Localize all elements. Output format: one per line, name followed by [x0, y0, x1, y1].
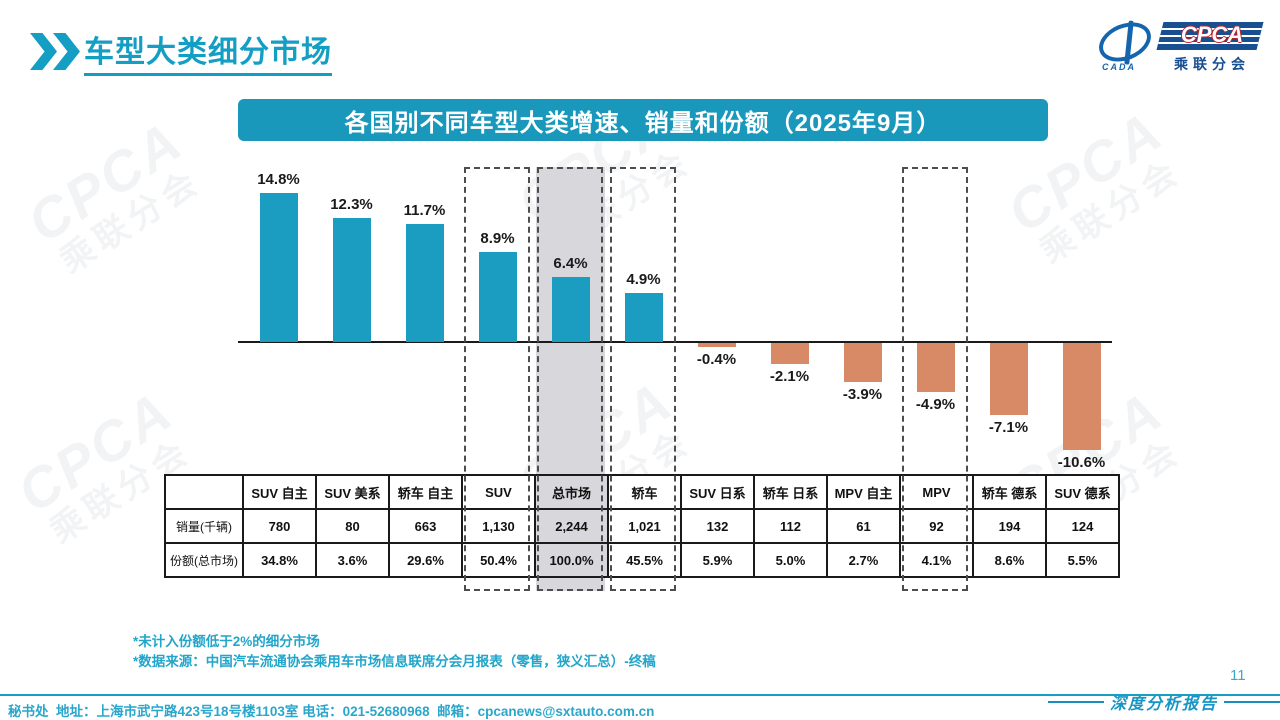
table-cell: 29.6% — [388, 542, 463, 578]
chevron-icon — [53, 33, 80, 70]
cpca-sub-text: 乘联分会 — [1174, 56, 1250, 72]
bar-value-label: -7.1% — [988, 419, 1029, 436]
footnote-1: *未计入份额低于2%的细分市场 — [133, 634, 320, 649]
table-cell: 80 — [315, 508, 390, 544]
report-tag-line-left — [1048, 701, 1104, 703]
bar-value-label: 14.8% — [257, 171, 300, 188]
column-header: 轿车 德系 — [972, 474, 1047, 510]
table-cell: 5.0% — [753, 542, 828, 578]
bar-value-label: -10.6% — [1057, 454, 1106, 471]
table-cell: 3.6% — [315, 542, 390, 578]
bar-value-label: 6.4% — [553, 255, 588, 272]
bar-SUV 德系 — [1062, 343, 1101, 450]
page-number: 11 — [1230, 667, 1246, 684]
column-header: 轿车 日系 — [753, 474, 828, 510]
table-cell: 61 — [826, 508, 901, 544]
bar-总市场 — [551, 277, 590, 342]
cpca-logo: CADA CPCA 乘联分会 — [1093, 15, 1264, 74]
table-row: 销量(千辆) 780 80 663 1,130 2,244 1,021 132 112 61 92 1… — [164, 508, 1120, 544]
column-header: SUV 德系 — [1045, 474, 1120, 510]
bar-SUV 美系 — [332, 218, 371, 342]
bar-MPV 自主 — [843, 343, 882, 382]
footnotes: *未计入份额低于2%的细分市场 *数据来源：中国汽车流通协会乘用车市场信息联席分… — [133, 632, 656, 672]
column-header: SUV 日系 — [680, 474, 755, 510]
bar-value-label: 11.7% — [403, 202, 446, 219]
bar-value-label: -3.9% — [842, 386, 883, 403]
column-header: MPV 自主 — [826, 474, 901, 510]
chart-title-bar: 各国别不同车型大类增速、销量和份额（2025年9月） — [238, 99, 1048, 141]
column-header: 总市场 — [534, 474, 609, 510]
table-cell: 663 — [388, 508, 463, 544]
data-table: SUV 自主 SUV 美系 轿车 自主 SUV 总市场 轿车 SUV 日系 轿车 日系 MPV … — [164, 474, 1120, 578]
table-cell: 45.5% — [607, 542, 682, 578]
report-tag: 深度分析报告 — [1048, 690, 1280, 714]
bar-value-label: -0.4% — [696, 351, 737, 368]
bar-value-label: 8.9% — [480, 230, 515, 247]
table-cell: 50.4% — [461, 542, 536, 578]
bar-轿车 德系 — [989, 343, 1028, 415]
row-label: 份额(总市场) — [164, 542, 244, 578]
footer-divider — [0, 694, 1280, 696]
chevron-icon — [30, 33, 57, 70]
bar-轿车 日系 — [770, 343, 809, 364]
column-header: 轿车 自主 — [388, 474, 463, 510]
page-title: 车型大类细分市场 — [84, 27, 332, 76]
header: 车型大类细分市场 — [30, 27, 332, 76]
table-cell: 780 — [242, 508, 317, 544]
bar-value-label: 12.3% — [330, 196, 373, 213]
table-row: 份额(总市场) 34.8% 3.6% 29.6% 50.4% 100.0% 45.5% 5.9… — [164, 542, 1120, 578]
column-header: SUV 美系 — [315, 474, 390, 510]
bar-SUV 日系 — [697, 343, 736, 347]
double-chevron-icon — [30, 33, 80, 70]
column-header: 轿车 — [607, 474, 682, 510]
bar-SUV — [478, 252, 517, 342]
report-tag-line-right — [1224, 701, 1280, 703]
table-cell: 1,021 — [607, 508, 682, 544]
table-cell: 1,130 — [461, 508, 536, 544]
table-header-row: SUV 自主 SUV 美系 轿车 自主 SUV 总市场 轿车 SUV 日系 轿车 日系 MPV … — [164, 474, 1120, 510]
table-cell: 5.9% — [680, 542, 755, 578]
table-corner-cell — [164, 474, 244, 510]
table-cell: 132 — [680, 508, 755, 544]
footnote-2: *数据来源：中国汽车流通协会乘用车市场信息联席分会月报表（零售，狭义汇总）-终稿 — [133, 654, 656, 669]
table-cell: 112 — [753, 508, 828, 544]
bar-value-label: -4.9% — [915, 396, 956, 413]
bar-轿车 — [624, 293, 663, 342]
table-cell: 2,244 — [534, 508, 609, 544]
table-cell: 2.7% — [826, 542, 901, 578]
cpca-wordmark: CPCA — [1180, 22, 1244, 47]
bar-MPV — [916, 343, 955, 392]
table-cell: 124 — [1045, 508, 1120, 544]
cada-text: CADA — [1102, 62, 1136, 72]
table-cell: 8.6% — [972, 542, 1047, 578]
cada-emblem-icon — [1093, 15, 1157, 69]
row-label: 销量(千辆) — [164, 508, 244, 544]
column-header: SUV 自主 — [242, 474, 317, 510]
table-cell: 100.0% — [534, 542, 609, 578]
table-cell: 194 — [972, 508, 1047, 544]
table-cell: 4.1% — [899, 542, 974, 578]
table-cell: 5.5% — [1045, 542, 1120, 578]
report-tag-label: 深度分析报告 — [1110, 696, 1219, 713]
column-header: MPV — [899, 474, 974, 510]
table-cell: 34.8% — [242, 542, 317, 578]
bar-value-label: 4.9% — [626, 271, 661, 288]
bar-SUV 自主 — [259, 193, 298, 342]
bar-轿车 自主 — [405, 224, 444, 342]
column-header: SUV — [461, 474, 536, 510]
chart-title: 各国别不同车型大类增速、销量和份额（2025年9月） — [344, 109, 942, 137]
bar-value-label: -2.1% — [769, 368, 810, 385]
table-cell: 92 — [899, 508, 974, 544]
footer-contact: 秘书处 地址：上海市武宁路423号18号楼1103室 电话：021-526809… — [8, 704, 655, 719]
